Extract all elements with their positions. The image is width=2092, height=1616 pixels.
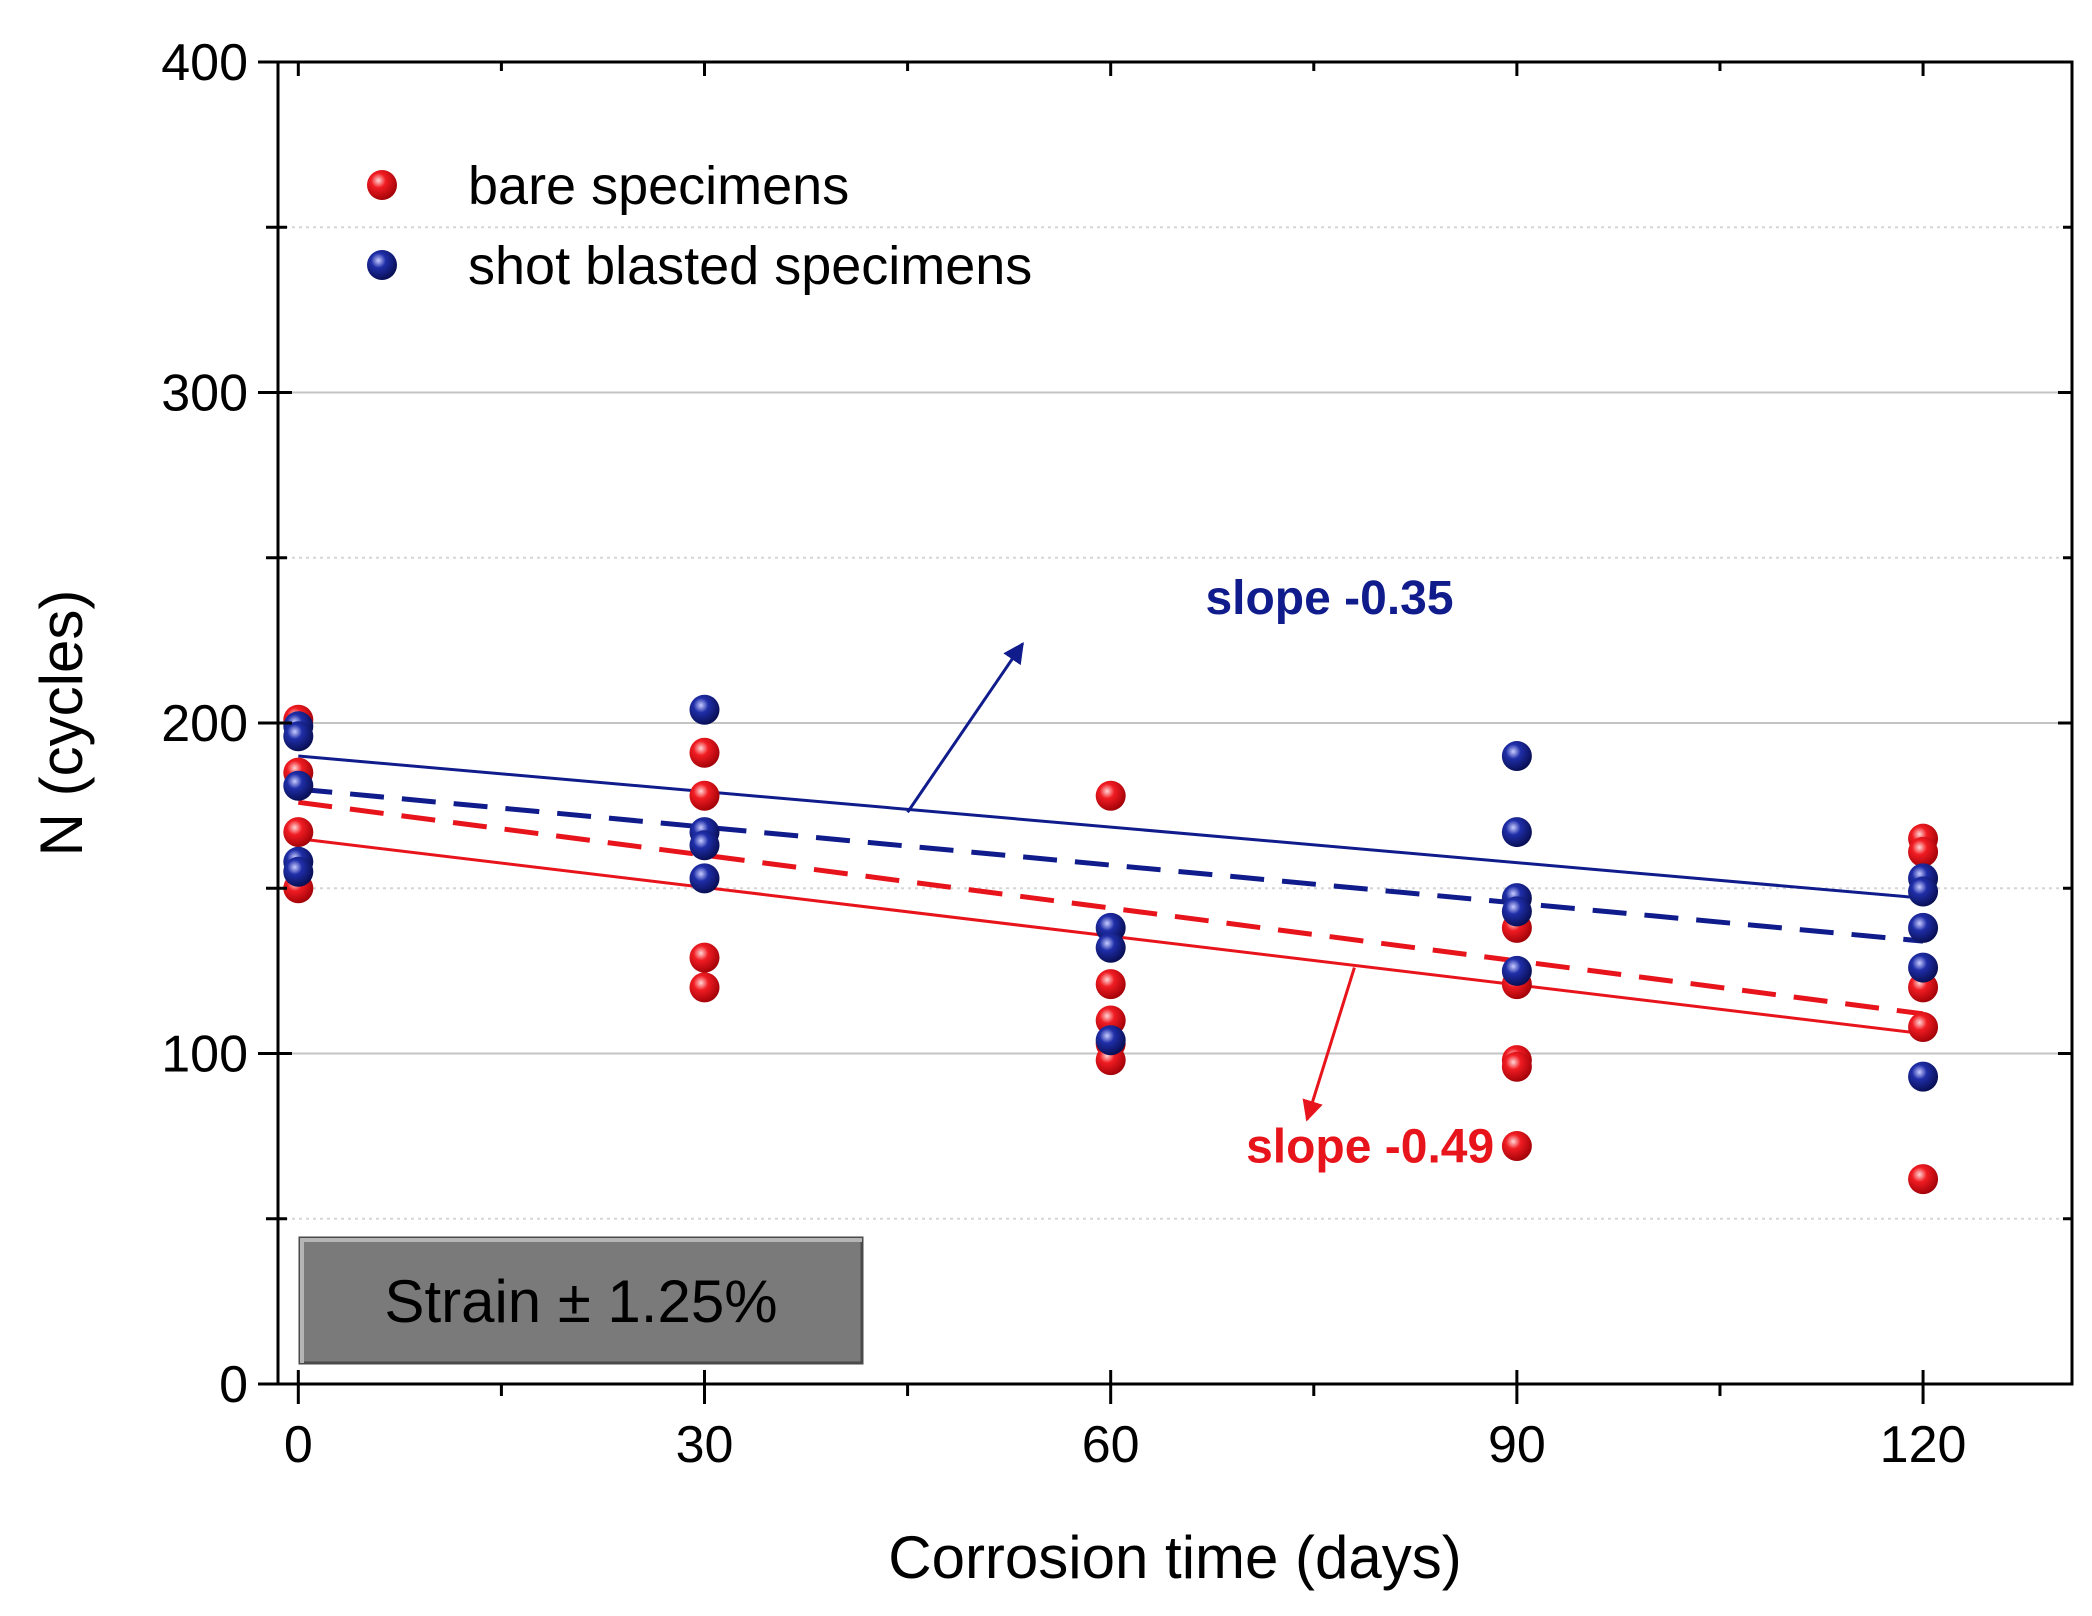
axis-ticks: 0 30 60 90 120 0 100 200 300 400	[161, 34, 2072, 1474]
data-point-bare	[1908, 1012, 1939, 1043]
y-tick-label: 300	[161, 365, 248, 423]
x-tick-label: 60	[1082, 1416, 1140, 1474]
data-point-shot-blasted	[1501, 955, 1532, 986]
data-point-shot-blasted	[1908, 876, 1939, 907]
legend-marker-shot-blasted	[367, 250, 397, 280]
data-point-shot-blasted	[1908, 912, 1939, 943]
y-tick-label: 100	[161, 1026, 248, 1084]
strain-condition-label: Strain ± 1.25%	[384, 1268, 777, 1335]
y-tick-label: 200	[161, 695, 248, 753]
slope-arrow-bare	[1302, 967, 1356, 1122]
x-axis-title: Corrosion time (days)	[888, 1524, 1462, 1591]
data-point-bare	[1908, 1164, 1939, 1195]
legend-label-bare: bare specimens	[468, 156, 849, 216]
annotations: slope -0.35 slope -0.49	[906, 572, 1494, 1174]
data-point-bare	[689, 737, 720, 768]
data-point-bare	[283, 817, 314, 848]
data-point-bare	[1095, 969, 1126, 1000]
gridlines	[278, 226, 2072, 1220]
data-point-shot-blasted	[283, 721, 314, 752]
y-axis-title: N (cycles)	[28, 590, 95, 857]
legend-marker-bare	[367, 170, 397, 200]
data-point-shot-blasted	[283, 856, 314, 887]
data-points	[283, 694, 1939, 1195]
data-point-shot-blasted	[1501, 741, 1532, 772]
legend-label-shot-blasted: shot blasted specimens	[468, 236, 1032, 296]
data-point-shot-blasted	[283, 770, 314, 801]
strain-condition-box: Strain ± 1.25%	[298, 1236, 864, 1365]
data-point-shot-blasted	[689, 694, 720, 725]
legend: bare specimens shot blasted specimens	[367, 156, 1032, 296]
data-point-bare	[689, 972, 720, 1003]
data-point-bare	[689, 780, 720, 811]
data-point-shot-blasted	[1095, 932, 1126, 963]
data-point-bare	[1501, 1131, 1532, 1162]
data-point-shot-blasted	[1908, 1061, 1939, 1092]
slope-label-shot-blasted: slope -0.35	[1205, 572, 1453, 625]
slope-label-bare: slope -0.49	[1246, 1121, 1494, 1174]
data-point-shot-blasted	[1501, 896, 1532, 927]
x-tick-label: 0	[284, 1416, 313, 1474]
y-tick-label: 0	[219, 1356, 248, 1414]
x-tick-label: 120	[1880, 1416, 1967, 1474]
data-point-shot-blasted	[689, 830, 720, 861]
data-point-bare	[689, 942, 720, 973]
data-point-shot-blasted	[1501, 817, 1532, 848]
data-point-shot-blasted	[1908, 952, 1939, 983]
fit-line-solid	[298, 754, 1924, 900]
x-tick-label: 90	[1488, 1416, 1546, 1474]
data-point-bare	[1908, 836, 1939, 867]
data-point-bare	[1095, 780, 1126, 811]
data-point-shot-blasted	[1095, 1025, 1126, 1056]
slope-arrow-shot-blasted	[906, 641, 1024, 814]
data-point-bare	[1501, 1051, 1532, 1082]
fit-line-dashed	[297, 799, 1924, 1017]
x-tick-label: 30	[676, 1416, 734, 1474]
data-point-shot-blasted	[689, 863, 720, 894]
fit-line-dashed	[298, 786, 1924, 944]
y-tick-label: 400	[161, 34, 248, 92]
